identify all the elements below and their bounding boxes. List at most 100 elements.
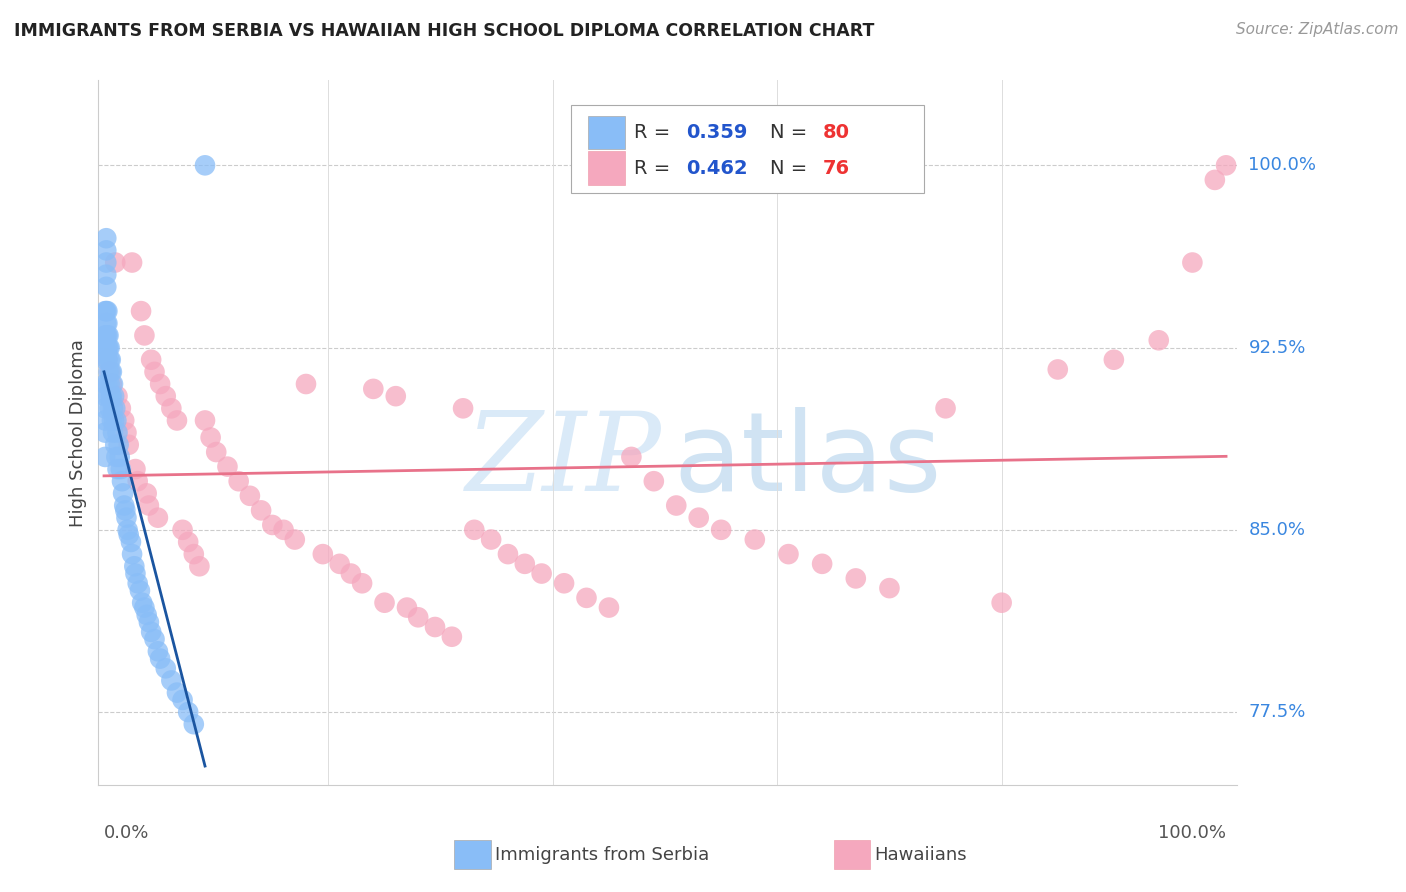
Point — [96, 377, 118, 392]
Point — [94, 377, 117, 392]
Text: Hawaiians: Hawaiians — [875, 846, 967, 863]
Point — [96, 352, 118, 367]
Point — [879, 581, 901, 595]
Point — [239, 489, 262, 503]
Point — [463, 523, 485, 537]
Point — [101, 389, 124, 403]
Point — [100, 389, 122, 403]
Point — [200, 430, 222, 444]
Point — [935, 401, 957, 416]
Point — [98, 341, 121, 355]
Point — [1046, 362, 1069, 376]
Text: 0.462: 0.462 — [686, 159, 748, 178]
Point — [115, 510, 138, 524]
Point — [94, 389, 117, 403]
Point — [98, 377, 121, 392]
Point — [96, 268, 118, 282]
Point — [138, 615, 160, 629]
Point — [96, 244, 118, 258]
Point — [160, 401, 183, 416]
Point — [94, 328, 117, 343]
Point — [183, 547, 205, 561]
Point — [94, 425, 117, 440]
Point — [1147, 333, 1170, 347]
Point — [96, 255, 118, 269]
Point — [94, 450, 117, 464]
Text: N =: N = — [770, 123, 814, 142]
Point — [172, 693, 194, 707]
Point — [117, 523, 139, 537]
Point — [406, 610, 429, 624]
Point — [384, 389, 406, 403]
Text: 76: 76 — [823, 159, 849, 178]
Point — [155, 389, 177, 403]
Point — [135, 486, 157, 500]
Point — [96, 304, 118, 318]
Point — [177, 705, 200, 719]
Point — [96, 316, 118, 330]
Point — [440, 630, 463, 644]
Point — [112, 413, 135, 427]
Point — [423, 620, 446, 634]
Point — [143, 632, 166, 647]
FancyBboxPatch shape — [571, 105, 924, 193]
Point — [101, 365, 124, 379]
Point — [553, 576, 575, 591]
Point — [143, 365, 166, 379]
Point — [101, 377, 124, 392]
Text: 92.5%: 92.5% — [1249, 339, 1306, 357]
Text: 100.0%: 100.0% — [1159, 824, 1226, 842]
Point — [96, 341, 118, 355]
Point — [172, 523, 194, 537]
Point — [124, 559, 146, 574]
Point — [312, 547, 335, 561]
Text: ZIP: ZIP — [467, 407, 662, 515]
Point — [101, 377, 124, 392]
Text: R =: R = — [634, 123, 676, 142]
Point — [340, 566, 363, 581]
Point — [115, 425, 138, 440]
Point — [100, 365, 122, 379]
Point — [111, 474, 134, 488]
Point — [127, 576, 149, 591]
Point — [94, 341, 117, 355]
Text: 80: 80 — [823, 123, 849, 142]
Point — [205, 445, 228, 459]
Point — [96, 280, 118, 294]
Point — [744, 533, 766, 547]
Point — [166, 685, 188, 699]
Point — [778, 547, 800, 561]
Point — [479, 533, 502, 547]
Point — [131, 596, 153, 610]
Point — [114, 503, 136, 517]
Point — [990, 596, 1012, 610]
Point — [395, 600, 418, 615]
Point — [124, 462, 146, 476]
Point — [94, 413, 117, 427]
Point — [96, 231, 118, 245]
Point — [94, 401, 117, 416]
Point — [98, 365, 121, 379]
Point — [96, 328, 118, 343]
Point — [105, 413, 128, 427]
Point — [217, 459, 239, 474]
Point — [710, 523, 733, 537]
Point — [104, 438, 127, 452]
Point — [530, 566, 553, 581]
Point — [166, 413, 188, 427]
Point — [262, 518, 284, 533]
Point — [100, 352, 122, 367]
Point — [134, 328, 156, 343]
Text: R =: R = — [634, 159, 676, 178]
Point — [98, 401, 121, 416]
Point — [112, 486, 135, 500]
Point — [121, 255, 143, 269]
Point — [96, 316, 118, 330]
Point — [103, 413, 125, 427]
Point — [108, 450, 131, 464]
Point — [598, 600, 620, 615]
Point — [138, 499, 160, 513]
FancyBboxPatch shape — [588, 152, 624, 186]
Text: 0.0%: 0.0% — [104, 824, 149, 842]
Point — [496, 547, 519, 561]
